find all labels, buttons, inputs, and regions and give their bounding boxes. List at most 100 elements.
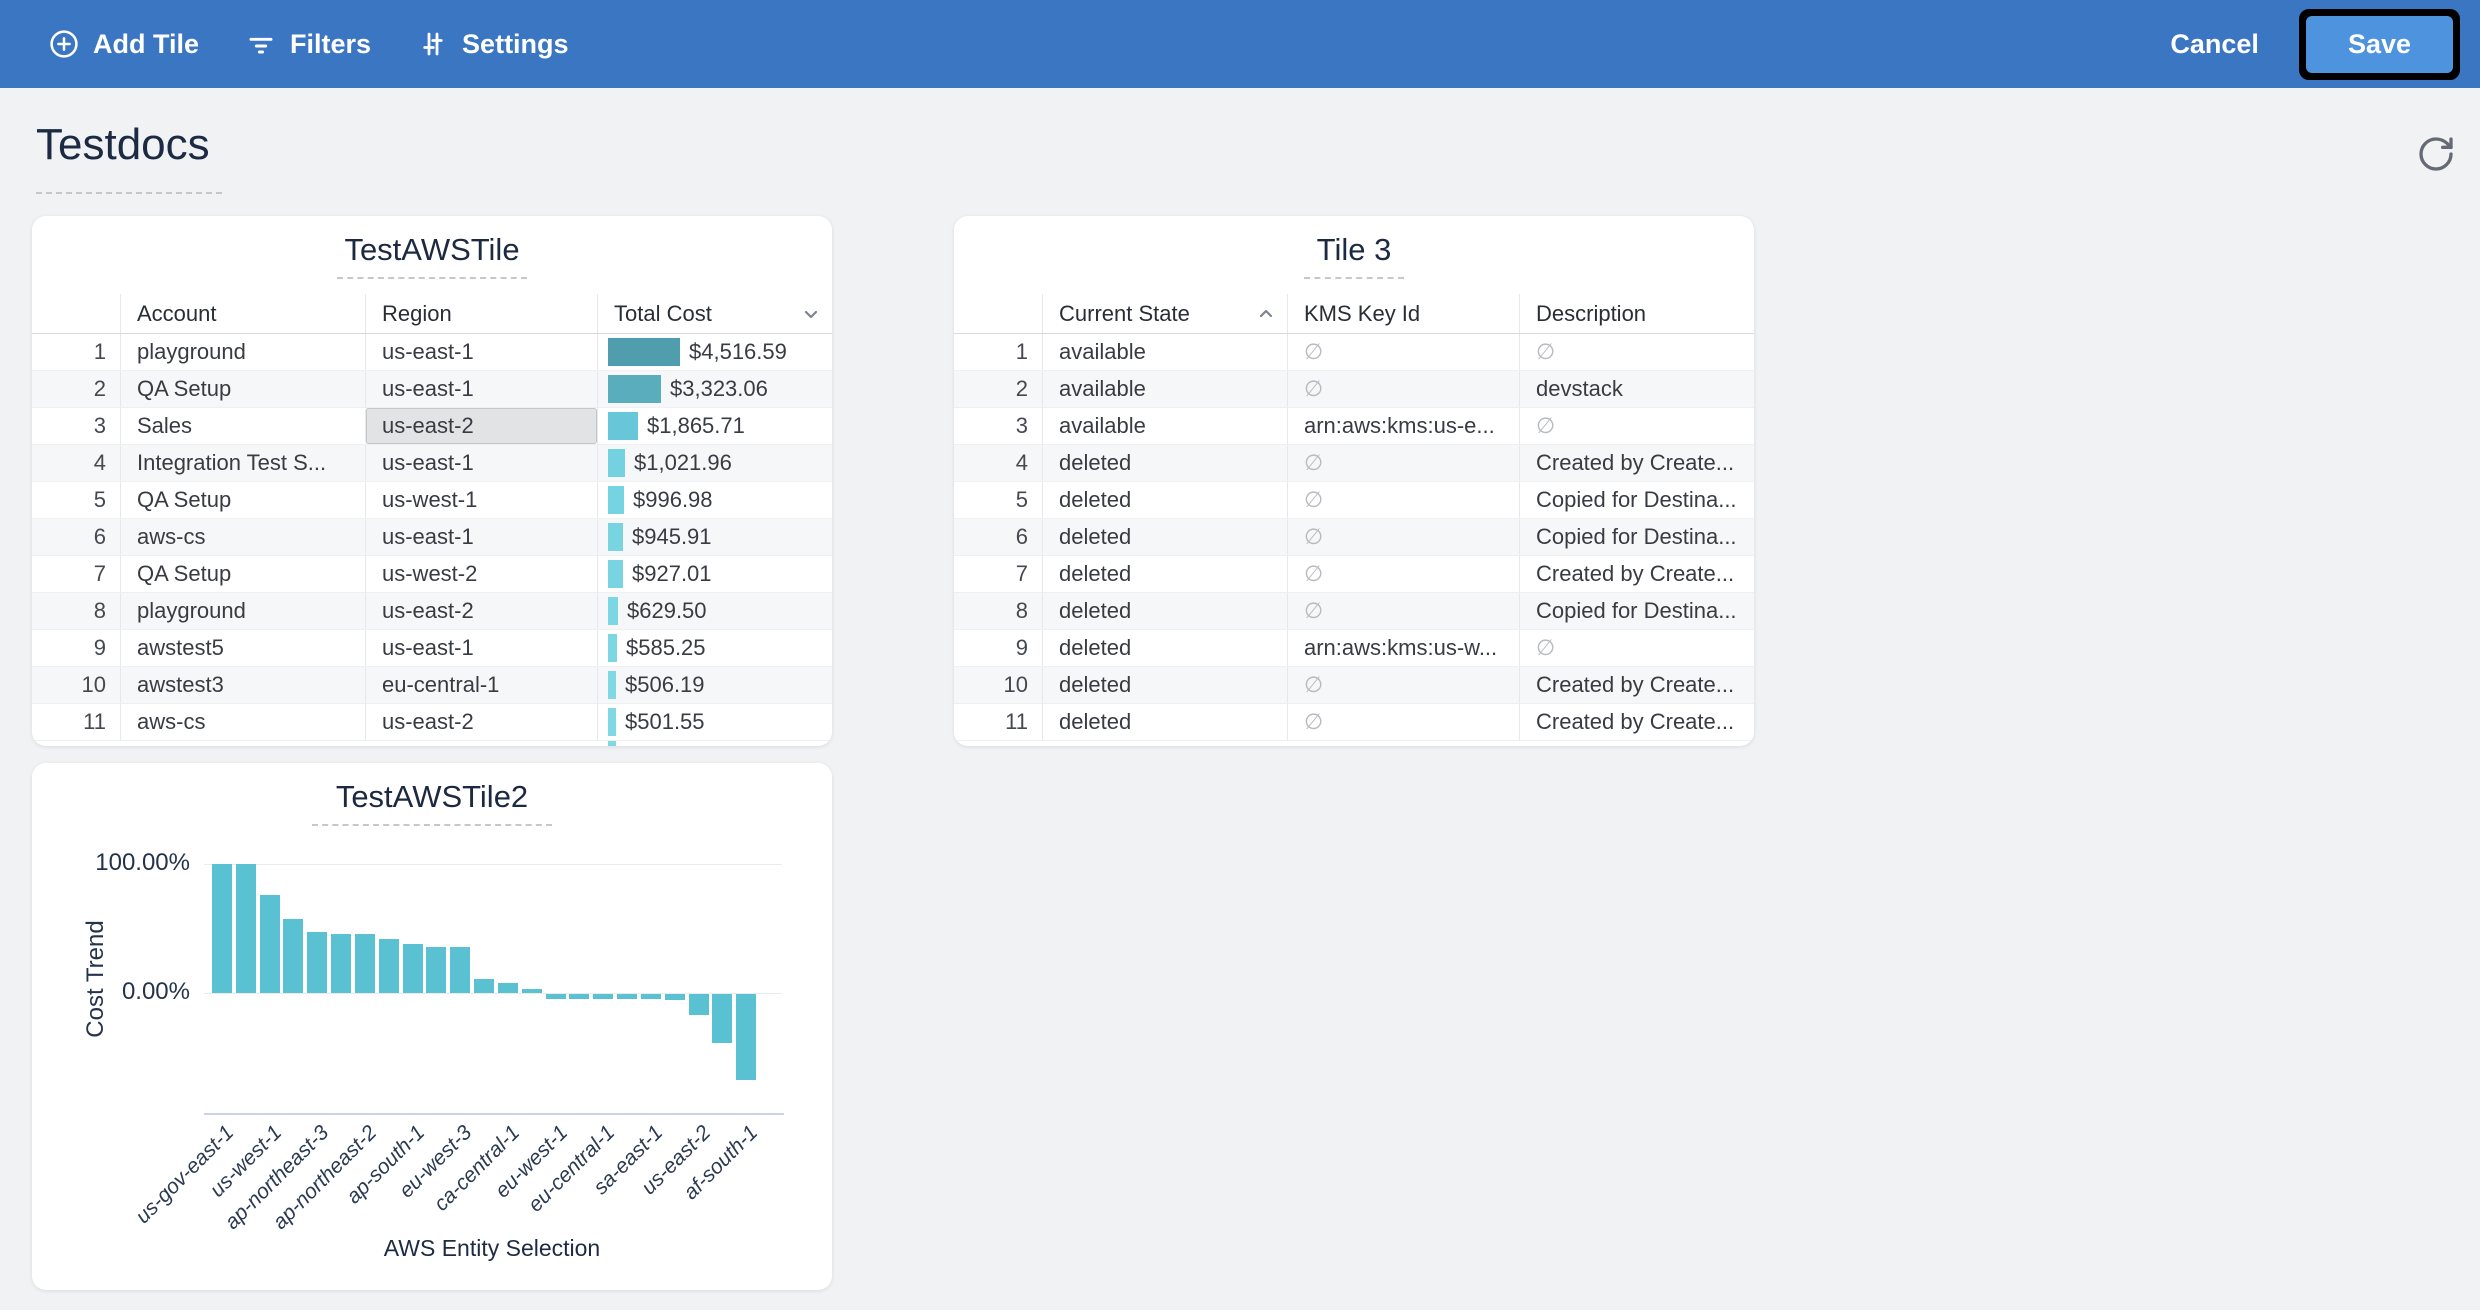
- chart-bar[interactable]: [474, 978, 495, 993]
- tile3-title[interactable]: Tile 3: [1316, 232, 1392, 267]
- cell-current-state[interactable]: deleted: [1042, 630, 1287, 666]
- cell-kms-key-id[interactable]: ∅: [1287, 445, 1519, 481]
- chart-bar[interactable]: [259, 894, 280, 993]
- cell-kms-key-id[interactable]: ∅: [1287, 334, 1519, 370]
- cell-current-state[interactable]: available: [1042, 408, 1287, 444]
- chart-bar[interactable]: [545, 994, 566, 1000]
- tile1-column-header-region[interactable]: Region: [365, 294, 597, 333]
- cell-description[interactable]: Created by Create...: [1519, 556, 1754, 592]
- cell-description[interactable]: ∅: [1519, 630, 1754, 666]
- tile3-column-header-kms-key-id[interactable]: KMS Key Id: [1287, 294, 1519, 333]
- chart-bar[interactable]: [235, 864, 256, 993]
- cell-current-state[interactable]: deleted: [1042, 704, 1287, 740]
- cell-region[interactable]: us-east-1: [365, 445, 597, 481]
- cell-account[interactable]: QA Setup: [120, 371, 365, 407]
- cell-total-cost[interactable]: $3,323.06: [597, 371, 832, 407]
- chart-bar[interactable]: [521, 989, 542, 993]
- chart-bar[interactable]: [736, 994, 757, 1081]
- cell-description[interactable]: Created by Create...: [1519, 445, 1754, 481]
- cell-description[interactable]: Created by Create...: [1519, 704, 1754, 740]
- cell-kms-key-id[interactable]: ∅: [1287, 667, 1519, 703]
- chart-bar[interactable]: [664, 994, 685, 1001]
- settings-button[interactable]: Settings: [417, 28, 569, 60]
- cell-total-cost[interactable]: $501.55: [597, 704, 832, 740]
- cell-current-state[interactable]: deleted: [1042, 593, 1287, 629]
- cell-kms-key-id[interactable]: arn:aws:kms:us-e...: [1287, 408, 1519, 444]
- cell-account[interactable]: awstest5: [120, 630, 365, 666]
- cell-region[interactable]: us-east-1: [365, 334, 597, 370]
- cell-region[interactable]: us-east-1: [365, 371, 597, 407]
- cell-kms-key-id[interactable]: ∅: [1287, 593, 1519, 629]
- cell-kms-key-id[interactable]: ∅: [1287, 371, 1519, 407]
- chart-bar[interactable]: [593, 994, 614, 1000]
- cancel-button[interactable]: Cancel: [2170, 29, 2259, 60]
- cell-description[interactable]: Copied for Destina...: [1519, 519, 1754, 555]
- cell-region[interactable]: us-east-1: [365, 519, 597, 555]
- cell-total-cost[interactable]: $996.98: [597, 482, 832, 518]
- cell-region[interactable]: us-east-2: [365, 704, 597, 740]
- cell-description[interactable]: Copied for Destina...: [1519, 593, 1754, 629]
- cell-total-cost[interactable]: $1,021.96: [597, 445, 832, 481]
- cell-description[interactable]: Copied for Destina...: [1519, 482, 1754, 518]
- tile2-title[interactable]: TestAWSTile2: [335, 779, 529, 814]
- tile3-column-header-description[interactable]: Description: [1519, 294, 1754, 333]
- cell-kms-key-id[interactable]: ∅: [1287, 556, 1519, 592]
- chart-bar[interactable]: [354, 933, 375, 993]
- cell-current-state[interactable]: deleted: [1042, 445, 1287, 481]
- cell-total-cost[interactable]: $585.25: [597, 630, 832, 666]
- tile3-column-header-current-state[interactable]: Current State: [1042, 294, 1287, 333]
- chart-bar[interactable]: [569, 994, 590, 1000]
- cell-account[interactable]: QA Setup: [120, 482, 365, 518]
- cell-total-cost[interactable]: $629.50: [597, 593, 832, 629]
- cell-account[interactable]: aws-cs: [120, 704, 365, 740]
- chart-bar[interactable]: [712, 994, 733, 1044]
- cell-description[interactable]: ∅: [1519, 408, 1754, 444]
- cell-region[interactable]: us-east-2: [365, 593, 597, 629]
- cell-region[interactable]: us-west-1: [365, 482, 597, 518]
- tile1-title[interactable]: TestAWSTile: [344, 232, 520, 267]
- cell-current-state[interactable]: deleted: [1042, 482, 1287, 518]
- cell-total-cost[interactable]: $4,516.59: [597, 334, 832, 370]
- chart-bar[interactable]: [402, 943, 423, 993]
- page-title[interactable]: Testdocs: [36, 120, 210, 169]
- chart-bar[interactable]: [450, 946, 471, 993]
- cell-kms-key-id[interactable]: ∅: [1287, 482, 1519, 518]
- cell-current-state[interactable]: available: [1042, 371, 1287, 407]
- chart-bar[interactable]: [640, 994, 661, 1000]
- cell-description[interactable]: ∅: [1519, 334, 1754, 370]
- cell-account[interactable]: aws-cs: [120, 519, 365, 555]
- cell-current-state[interactable]: deleted: [1042, 519, 1287, 555]
- tile1-column-header-account[interactable]: Account: [120, 294, 365, 333]
- cell-description[interactable]: devstack: [1519, 371, 1754, 407]
- cell-kms-key-id[interactable]: ∅: [1287, 704, 1519, 740]
- cell-region[interactable]: us-west-2: [365, 556, 597, 592]
- selected-cell[interactable]: us-east-2: [365, 408, 597, 444]
- cell-total-cost[interactable]: $1,865.71: [597, 408, 832, 444]
- chart-bar[interactable]: [426, 946, 447, 993]
- cell-account[interactable]: Sales: [120, 408, 365, 444]
- cell-description[interactable]: Created by Create...: [1519, 667, 1754, 703]
- tile1-column-header-total-cost[interactable]: Total Cost: [597, 294, 832, 333]
- chart-bar[interactable]: [307, 932, 328, 993]
- cell-kms-key-id[interactable]: arn:aws:kms:us-w...: [1287, 630, 1519, 666]
- cell-account[interactable]: playground: [120, 334, 365, 370]
- chart-bar[interactable]: [497, 982, 518, 993]
- cell-current-state[interactable]: available: [1042, 334, 1287, 370]
- add-tile-button[interactable]: Add Tile: [48, 28, 199, 60]
- cell-region[interactable]: eu-central-1: [365, 667, 597, 703]
- filters-button[interactable]: Filters: [245, 28, 371, 60]
- chart-bar[interactable]: [212, 864, 232, 993]
- chart-bar[interactable]: [283, 919, 304, 993]
- cell-current-state[interactable]: deleted: [1042, 667, 1287, 703]
- chart-bar[interactable]: [331, 933, 352, 993]
- cell-account[interactable]: Integration Test S...: [120, 445, 365, 481]
- cell-total-cost[interactable]: $927.01: [597, 556, 832, 592]
- save-button[interactable]: Save: [2305, 15, 2453, 73]
- refresh-button[interactable]: [2416, 134, 2456, 174]
- chart-bar[interactable]: [688, 994, 709, 1015]
- cell-region[interactable]: us-east-1: [365, 630, 597, 666]
- chart-bar[interactable]: [378, 938, 399, 993]
- cell-account[interactable]: QA Setup: [120, 556, 365, 592]
- cell-total-cost[interactable]: $945.91: [597, 519, 832, 555]
- cell-account[interactable]: playground: [120, 593, 365, 629]
